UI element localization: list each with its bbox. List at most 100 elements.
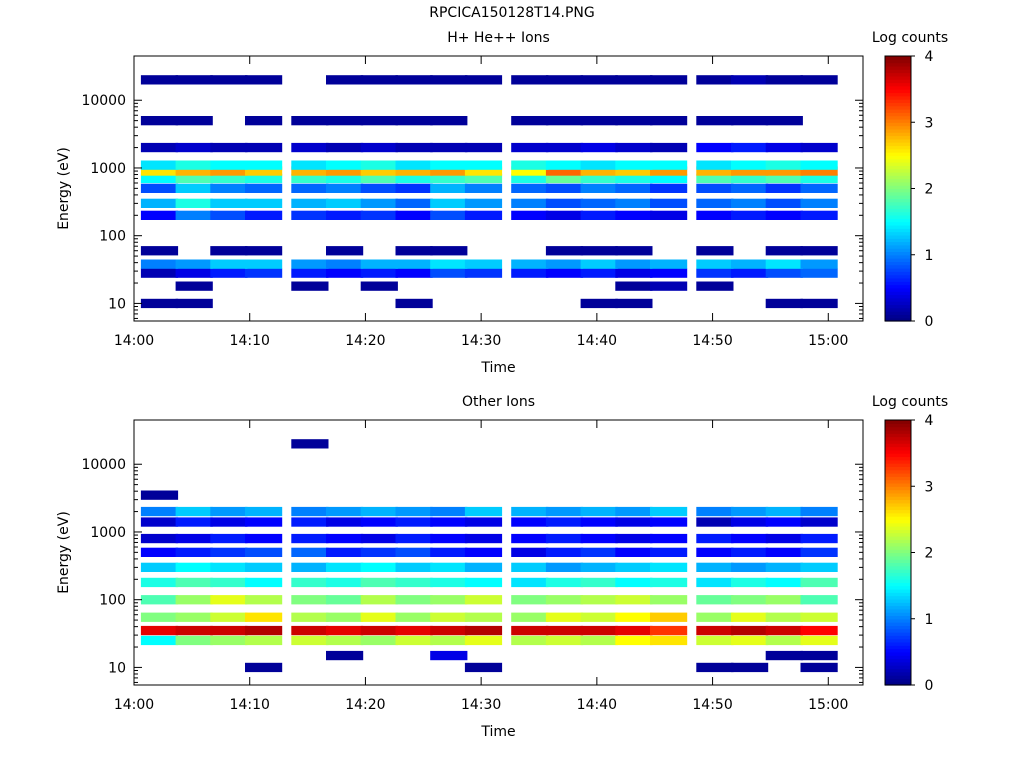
colorbar-swatch <box>885 641 911 646</box>
colorbar-swatch <box>885 264 911 269</box>
colorbar-swatch <box>885 671 911 676</box>
heatmap-cell <box>511 506 549 517</box>
heatmap-cell <box>511 533 549 544</box>
colorbar-swatch <box>885 201 911 206</box>
heatmap-cell <box>175 173 213 184</box>
heatmap-cell <box>650 281 688 291</box>
colorbar-tick-label: 3 <box>925 115 934 131</box>
colorbar-swatch <box>885 608 911 613</box>
heatmap-cell <box>511 183 549 193</box>
y-tick-label: 10000 <box>81 457 126 473</box>
x-tick-label: 14:50 <box>692 333 732 349</box>
heatmap-cell <box>395 562 433 572</box>
colorbar-swatch <box>885 271 911 276</box>
heatmap-cell <box>696 562 734 572</box>
heatmap-cell <box>765 75 803 85</box>
heatmap-cell <box>731 595 769 605</box>
heatmap-cell <box>615 577 653 588</box>
colorbar-swatch <box>885 181 911 186</box>
heatmap-cell <box>140 533 179 544</box>
heatmap-cell <box>650 166 688 176</box>
heatmap-cell <box>430 142 468 153</box>
heatmap-cell <box>800 533 838 544</box>
heatmap-cell <box>140 612 179 622</box>
heatmap-cell <box>360 268 398 278</box>
colorbar-swatch <box>885 248 911 253</box>
colorbar-swatch <box>885 542 911 547</box>
heatmap-cell <box>175 268 213 278</box>
heatmap-cell <box>245 506 283 517</box>
colorbar-tick-label: 2 <box>925 182 934 198</box>
heatmap-cell <box>650 506 688 517</box>
heatmap-cell <box>580 246 618 256</box>
heatmap-cell <box>430 173 468 184</box>
heatmap-cell <box>210 173 248 184</box>
colorbar-swatch <box>885 138 911 143</box>
y-tick-label: 100 <box>99 593 126 609</box>
colorbar-swatch <box>885 638 911 643</box>
heatmap-cell <box>395 116 433 126</box>
heatmap-cell <box>615 246 653 256</box>
colorbar-swatch <box>885 602 911 607</box>
heatmap-cell <box>511 595 549 605</box>
heatmap-cell <box>395 198 433 208</box>
heatmap-cell <box>395 577 433 588</box>
heatmap-cell <box>580 612 618 622</box>
x-tick-label: 14:30 <box>461 697 501 713</box>
colorbar-swatch <box>885 198 911 203</box>
heatmap-cell <box>245 166 283 176</box>
heatmap-cell <box>360 173 398 184</box>
colorbar-swatch <box>885 291 911 296</box>
heatmap-cell <box>464 662 503 673</box>
heatmap-cell <box>326 183 364 193</box>
heatmap-cell <box>326 650 364 661</box>
heatmap-cell <box>765 183 803 193</box>
colorbar-swatch <box>885 661 911 666</box>
heatmap-cell <box>511 625 549 636</box>
heatmap-cell <box>175 547 213 557</box>
heatmap-cell <box>430 625 468 636</box>
colorbar-swatch <box>885 635 911 640</box>
heatmap-cell <box>650 198 688 208</box>
colorbar-swatch <box>885 569 911 573</box>
heatmap-cell <box>765 547 803 557</box>
heatmap-cell <box>395 298 433 309</box>
heatmap-cell <box>245 142 283 153</box>
heatmap-cell <box>140 142 179 153</box>
heatmap-cell <box>326 547 364 557</box>
colorbar-swatch <box>885 115 911 120</box>
heatmap-cell <box>360 547 398 557</box>
heatmap-cell <box>731 625 769 636</box>
heatmap-cell <box>511 166 549 176</box>
colorbar-swatch <box>885 148 911 153</box>
heatmap-cell <box>430 259 468 269</box>
heatmap-cell <box>360 506 398 517</box>
heatmap-cell <box>580 259 618 269</box>
heatmap-cell <box>765 268 803 278</box>
heatmap-cell <box>731 547 769 557</box>
colorbar-swatch <box>885 502 911 507</box>
heatmap-cell <box>430 612 468 622</box>
heatmap-cell <box>650 595 688 605</box>
heatmap-cell <box>360 635 398 646</box>
colorbar-swatch <box>885 582 911 587</box>
heatmap-cell <box>395 517 433 527</box>
colorbar-swatch <box>885 185 911 190</box>
heatmap-cells <box>140 75 838 309</box>
heatmap-cell <box>245 547 283 557</box>
heatmap-cell <box>580 547 618 557</box>
heatmap-cell <box>140 198 179 208</box>
heatmap-cell <box>210 547 248 557</box>
heatmap-cell <box>731 662 769 673</box>
heatmap-cell <box>511 173 549 184</box>
colorbar-swatch <box>885 268 911 272</box>
heatmap-cell <box>545 577 584 588</box>
heatmap-cell <box>615 635 653 646</box>
colorbar-swatch <box>885 165 911 170</box>
heatmap-cell <box>175 160 213 170</box>
heatmap-cell <box>326 625 364 636</box>
heatmap-cell <box>175 116 213 126</box>
heatmap-cell <box>245 183 283 193</box>
heatmap-cell <box>580 166 618 176</box>
heatmap-cell <box>430 517 468 527</box>
